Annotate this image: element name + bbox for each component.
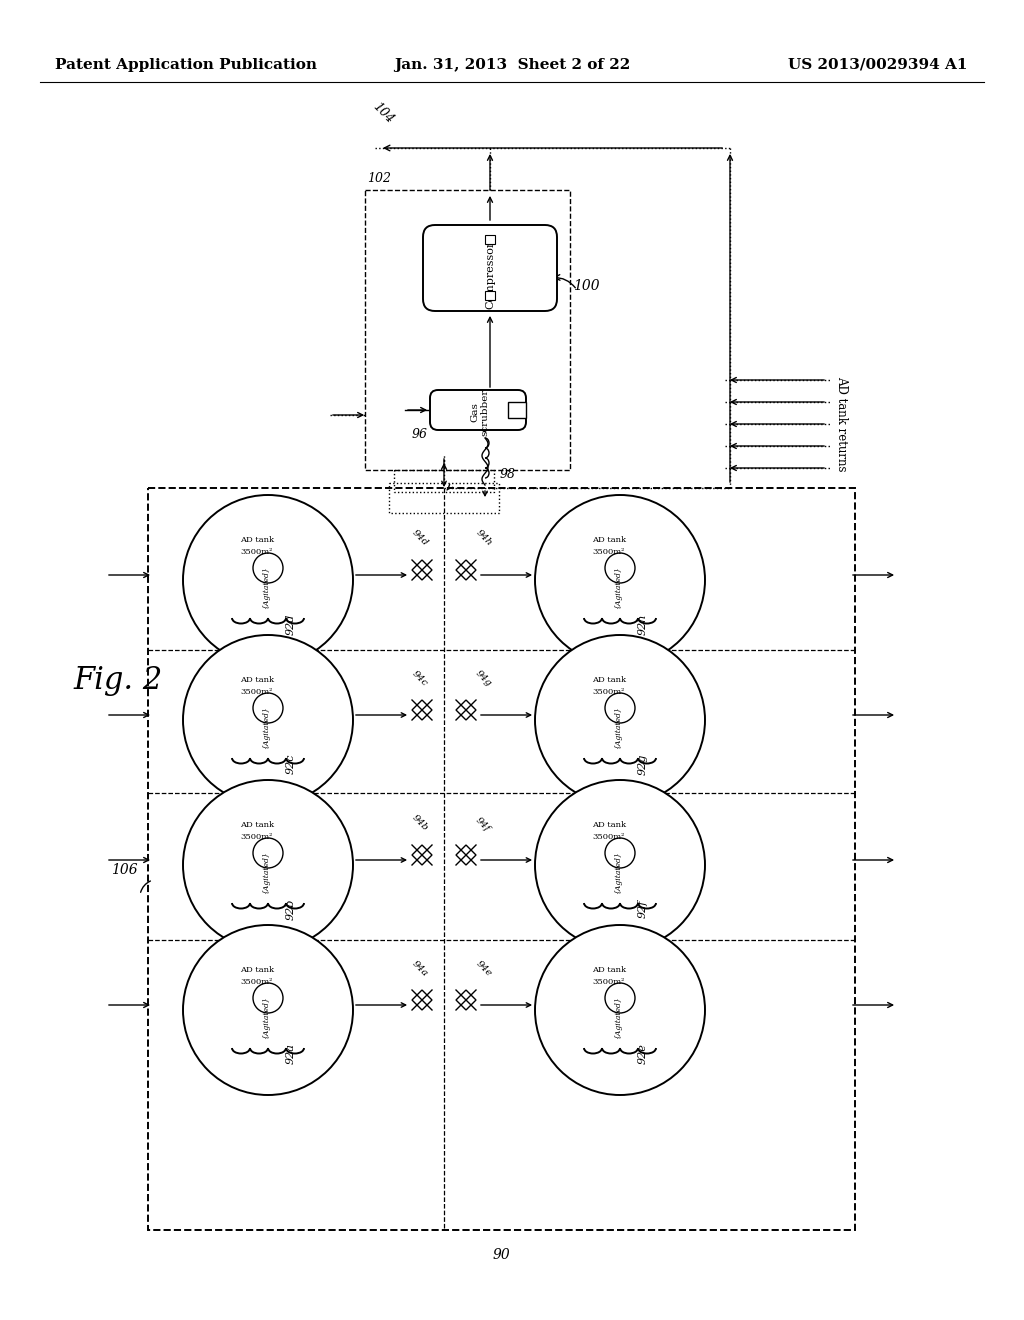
Text: 92b: 92b	[286, 899, 296, 920]
Circle shape	[535, 635, 705, 805]
Bar	[365, 190, 570, 470]
Text: 92g: 92g	[638, 754, 648, 775]
Text: 96: 96	[412, 429, 428, 441]
Text: 106: 106	[112, 863, 138, 876]
Text: AD tank: AD tank	[592, 536, 626, 544]
Circle shape	[183, 925, 353, 1096]
Text: 94g: 94g	[474, 668, 494, 688]
Circle shape	[253, 693, 283, 723]
Text: 94h: 94h	[474, 528, 494, 548]
Text: Jan. 31, 2013  Sheet 2 of 22: Jan. 31, 2013 Sheet 2 of 22	[394, 58, 630, 73]
Circle shape	[253, 553, 283, 583]
Text: AD tank: AD tank	[592, 821, 626, 829]
Text: AD tank: AD tank	[240, 966, 274, 974]
Text: 3500m²: 3500m²	[240, 833, 272, 841]
Text: 94c: 94c	[411, 669, 429, 688]
Circle shape	[183, 780, 353, 950]
Polygon shape	[456, 990, 476, 1010]
Bar	[394, 470, 494, 492]
Polygon shape	[456, 700, 476, 719]
Circle shape	[183, 495, 353, 665]
Text: 3500m²: 3500m²	[240, 688, 272, 696]
Text: 3500m²: 3500m²	[240, 548, 272, 556]
Text: 98: 98	[500, 469, 516, 482]
Text: {Agitated}: {Agitated}	[262, 566, 270, 610]
Circle shape	[535, 925, 705, 1096]
Text: {Agitated}: {Agitated}	[614, 851, 622, 895]
Text: 94a: 94a	[411, 958, 430, 978]
Text: Gas
scrubber: Gas scrubber	[470, 388, 489, 436]
Polygon shape	[412, 845, 432, 865]
Polygon shape	[456, 845, 476, 865]
Circle shape	[605, 983, 635, 1012]
Circle shape	[535, 495, 705, 665]
FancyBboxPatch shape	[423, 224, 557, 312]
Text: 94d: 94d	[411, 528, 430, 548]
Text: 92h: 92h	[638, 614, 648, 635]
Text: 90: 90	[493, 1247, 510, 1262]
Text: {Agitated}: {Agitated}	[614, 997, 622, 1039]
Bar	[148, 488, 855, 1230]
Text: 104: 104	[370, 100, 396, 125]
Text: 100: 100	[573, 279, 600, 293]
Text: 94f: 94f	[474, 816, 492, 833]
Text: 3500m²: 3500m²	[592, 978, 625, 986]
Bar	[485, 235, 495, 244]
Polygon shape	[412, 700, 432, 719]
Bar	[508, 403, 526, 418]
Text: Fig. 2: Fig. 2	[74, 664, 163, 696]
FancyBboxPatch shape	[430, 389, 526, 430]
Circle shape	[605, 838, 635, 869]
Circle shape	[535, 780, 705, 950]
Text: Compressors: Compressors	[485, 235, 495, 309]
Text: US 2013/0029394 A1: US 2013/0029394 A1	[788, 58, 968, 73]
Text: 92a: 92a	[286, 1044, 296, 1064]
Text: 3500m²: 3500m²	[592, 833, 625, 841]
Bar	[485, 290, 495, 300]
Text: AD tank: AD tank	[592, 676, 626, 684]
Text: 94e: 94e	[474, 958, 494, 978]
Text: AD tank: AD tank	[592, 966, 626, 974]
Text: 102: 102	[367, 172, 391, 185]
Polygon shape	[456, 560, 476, 579]
Text: 92e: 92e	[638, 1044, 648, 1064]
Circle shape	[253, 983, 283, 1012]
Bar	[389, 483, 499, 513]
Text: Patent Application Publication: Patent Application Publication	[55, 58, 317, 73]
Text: {Agitated}: {Agitated}	[614, 706, 622, 750]
Text: 3500m²: 3500m²	[240, 978, 272, 986]
Text: AD tank: AD tank	[240, 821, 274, 829]
Polygon shape	[412, 990, 432, 1010]
Text: {Agitated}: {Agitated}	[262, 851, 270, 895]
Polygon shape	[412, 560, 432, 579]
Text: 94b: 94b	[411, 813, 430, 833]
Text: {Agitated}: {Agitated}	[614, 566, 622, 610]
Text: 92c: 92c	[286, 754, 296, 775]
Text: {Agitated}: {Agitated}	[262, 997, 270, 1039]
Text: 92f: 92f	[638, 900, 648, 919]
Text: {Agitated}: {Agitated}	[262, 706, 270, 750]
Text: AD tank returns: AD tank returns	[835, 376, 848, 471]
Text: 3500m²: 3500m²	[592, 688, 625, 696]
Circle shape	[605, 553, 635, 583]
Text: AD tank: AD tank	[240, 676, 274, 684]
Circle shape	[183, 635, 353, 805]
Text: 3500m²: 3500m²	[592, 548, 625, 556]
Circle shape	[253, 838, 283, 869]
Text: 92d: 92d	[286, 614, 296, 635]
Circle shape	[605, 693, 635, 723]
Text: AD tank: AD tank	[240, 536, 274, 544]
